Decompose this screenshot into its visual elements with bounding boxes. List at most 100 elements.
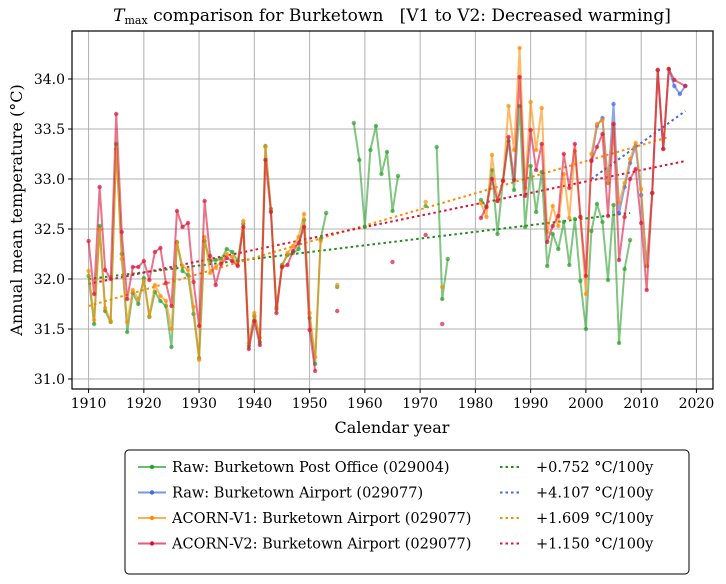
series-line bbox=[480, 105, 632, 344]
y-tick-label: 32.5 bbox=[34, 222, 65, 238]
data-point bbox=[285, 262, 290, 268]
y-tick-label: 31.5 bbox=[34, 322, 65, 338]
data-point bbox=[196, 323, 202, 329]
y-tick-label: 33.5 bbox=[34, 122, 65, 138]
data-point bbox=[484, 204, 489, 210]
data-point bbox=[119, 229, 124, 235]
data-point bbox=[622, 180, 627, 186]
x-tick-label: 1920 bbox=[126, 396, 162, 412]
data-point bbox=[169, 326, 174, 332]
data-point bbox=[539, 141, 544, 147]
data-point bbox=[495, 231, 500, 237]
data-point bbox=[611, 202, 616, 208]
data-point bbox=[125, 319, 130, 325]
x-tick-label: 2020 bbox=[679, 396, 715, 412]
data-point bbox=[445, 256, 450, 262]
data-point bbox=[241, 218, 246, 224]
data-point bbox=[578, 214, 583, 220]
legend-marker bbox=[149, 515, 155, 521]
data-point bbox=[650, 190, 655, 196]
data-point bbox=[627, 237, 633, 243]
data-point bbox=[583, 273, 589, 279]
data-point bbox=[230, 258, 235, 264]
data-point bbox=[528, 99, 533, 105]
data-point bbox=[230, 249, 235, 255]
data-point bbox=[241, 224, 246, 230]
data-point bbox=[611, 121, 616, 127]
data-point bbox=[141, 278, 147, 284]
data-point bbox=[511, 187, 517, 193]
data-point bbox=[616, 200, 622, 206]
data-point bbox=[335, 282, 340, 288]
data-point bbox=[141, 258, 147, 264]
data-point bbox=[169, 303, 174, 309]
data-point bbox=[268, 209, 274, 215]
data-point bbox=[533, 147, 539, 153]
data-point bbox=[567, 185, 572, 191]
data-point bbox=[644, 287, 649, 293]
y-tick-label: 33.0 bbox=[34, 172, 65, 188]
data-point bbox=[119, 256, 124, 262]
data-point bbox=[180, 268, 185, 274]
data-point bbox=[528, 127, 533, 133]
data-point bbox=[235, 263, 240, 269]
x-tick-label: 1980 bbox=[458, 396, 494, 412]
data-point bbox=[616, 340, 622, 346]
data-point bbox=[86, 238, 91, 244]
legend-trend-label: +4.107 °C/100y bbox=[536, 486, 654, 502]
legend-trend-label: +1.609 °C/100y bbox=[536, 511, 654, 527]
data-point bbox=[252, 310, 257, 316]
legend-marker bbox=[149, 464, 155, 470]
data-point bbox=[274, 310, 279, 316]
data-point bbox=[185, 267, 191, 273]
x-tick-label: 1960 bbox=[347, 396, 383, 412]
data-point bbox=[561, 151, 567, 157]
legend: Raw: Burketown Post Office (029004) Raw: … bbox=[124, 449, 690, 575]
data-point bbox=[522, 224, 528, 230]
data-point bbox=[97, 184, 102, 190]
series-line bbox=[435, 146, 449, 300]
data-point bbox=[440, 296, 445, 302]
data-point bbox=[478, 215, 484, 221]
data-point bbox=[318, 238, 323, 244]
legend-label: Raw: Burketown Post Office (029004) bbox=[172, 460, 450, 476]
data-point bbox=[611, 101, 616, 107]
data-point bbox=[108, 276, 113, 282]
data-point bbox=[357, 157, 362, 163]
data-point bbox=[285, 250, 290, 256]
data-point bbox=[633, 166, 638, 172]
y-tick-label: 32.0 bbox=[34, 272, 65, 288]
data-point bbox=[263, 157, 268, 163]
legend-label: Raw: Burketown Airport (029077) bbox=[172, 486, 423, 502]
data-point bbox=[224, 246, 229, 252]
x-tick-label: 1940 bbox=[237, 396, 273, 412]
data-point bbox=[163, 298, 169, 304]
data-point bbox=[600, 219, 605, 225]
x-tick-label: 2000 bbox=[568, 396, 604, 412]
data-point bbox=[594, 121, 600, 127]
legend-label: ACORN-V2: Burketown Airport (029077) bbox=[171, 537, 471, 553]
y-axis-label: Annual mean temperature (°C) bbox=[7, 84, 26, 336]
data-point bbox=[440, 321, 445, 327]
data-point bbox=[390, 259, 395, 265]
data-point bbox=[556, 246, 561, 252]
legend-marker bbox=[149, 490, 155, 495]
data-point bbox=[627, 156, 633, 162]
data-point bbox=[108, 318, 113, 324]
data-point bbox=[589, 158, 594, 164]
series-line bbox=[87, 113, 317, 372]
data-point bbox=[136, 264, 141, 270]
data-point bbox=[478, 200, 484, 206]
data-point bbox=[533, 167, 539, 173]
data-point bbox=[351, 120, 357, 126]
x-tick-label: 1930 bbox=[181, 396, 217, 412]
data-point bbox=[594, 144, 600, 150]
data-point bbox=[152, 249, 158, 255]
data-point bbox=[207, 270, 213, 276]
data-point bbox=[495, 198, 500, 204]
data-point bbox=[224, 251, 229, 257]
x-tick-label: 1990 bbox=[513, 396, 549, 412]
data-point bbox=[130, 264, 135, 270]
legend-trend-label: +0.752 °C/100y bbox=[536, 460, 654, 476]
